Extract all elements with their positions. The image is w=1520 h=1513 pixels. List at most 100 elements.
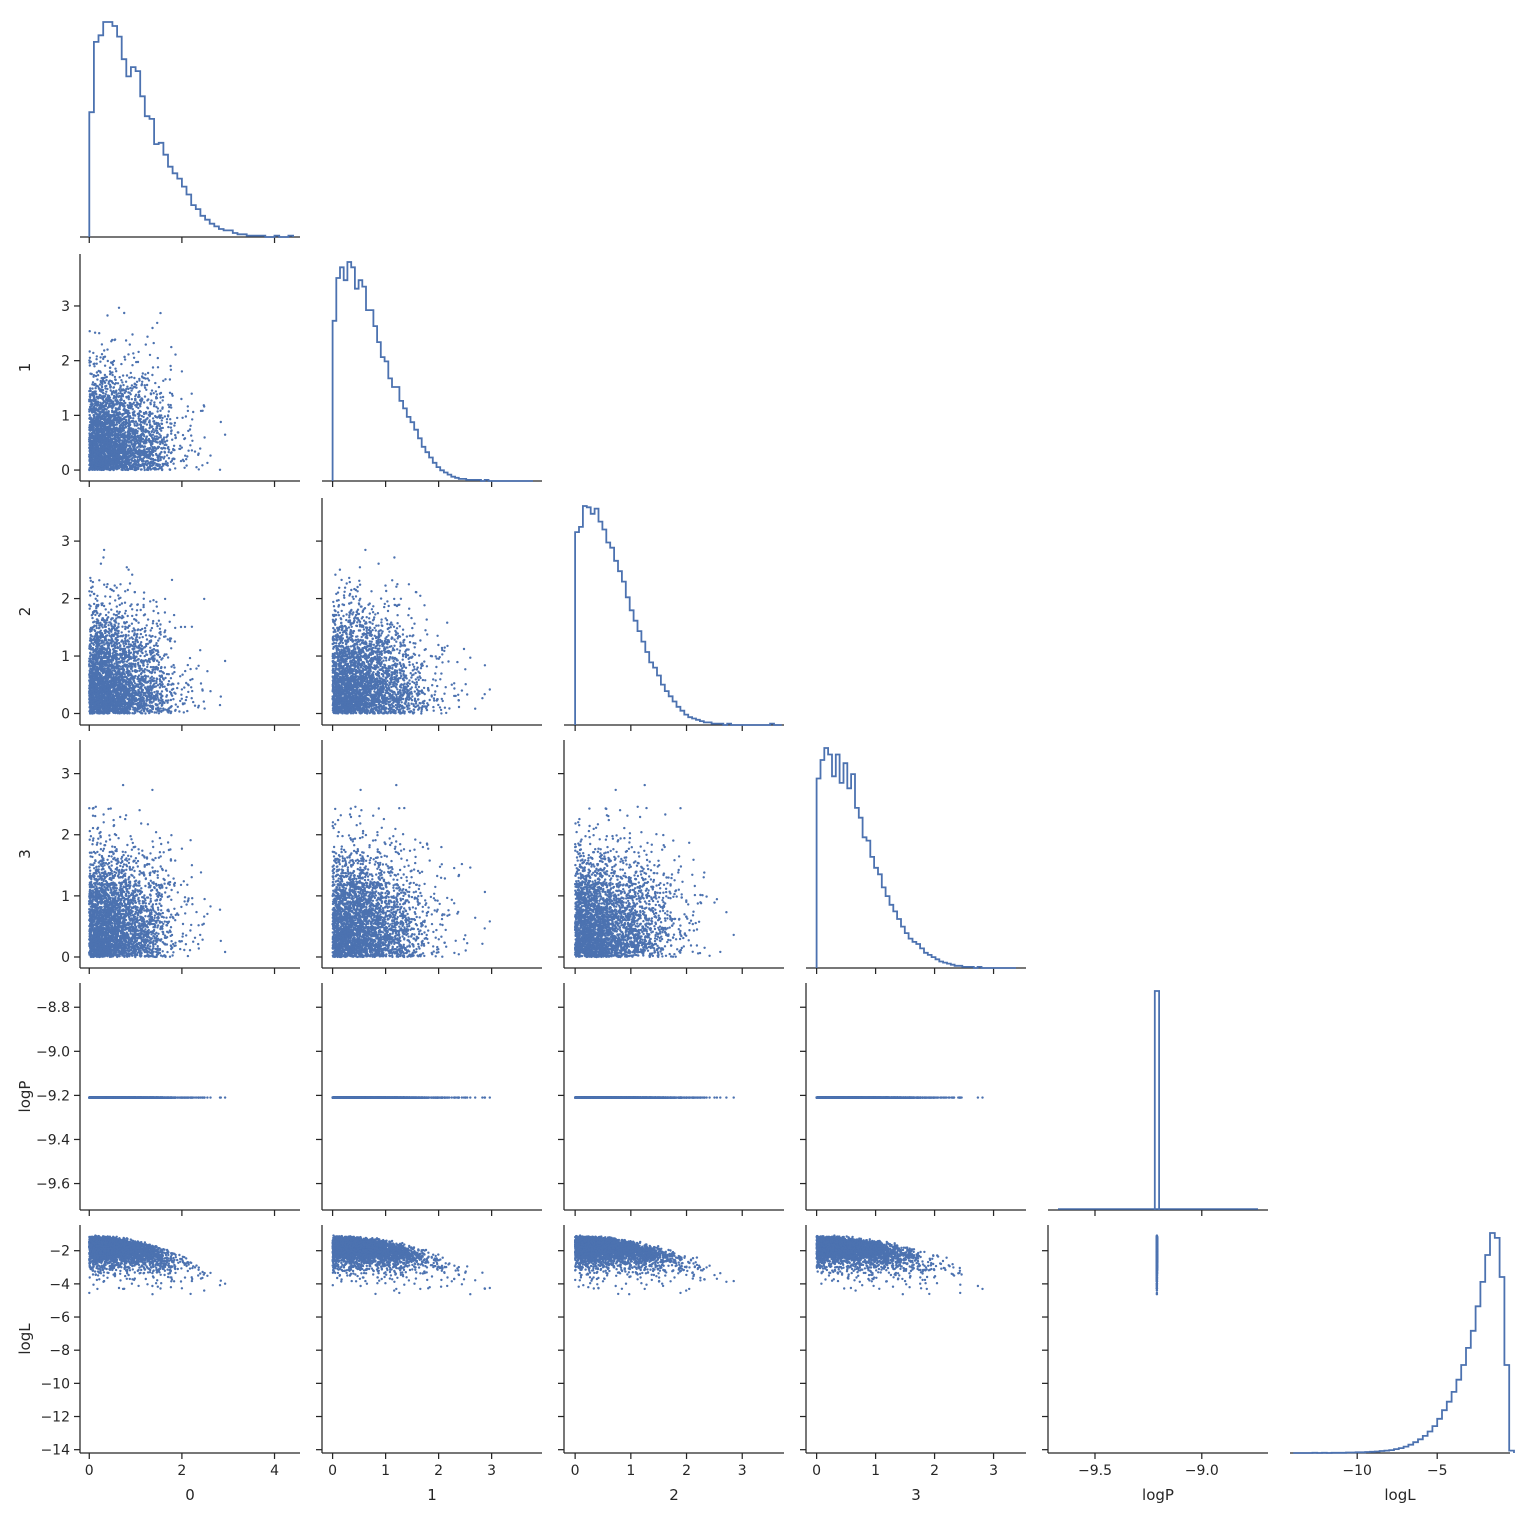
scatter-point	[144, 373, 146, 375]
scatter-point	[162, 399, 164, 401]
scatter-point	[96, 396, 98, 398]
scatter-point	[122, 418, 124, 420]
scatter-point	[158, 664, 160, 666]
scatter-point	[173, 445, 175, 447]
scatter-point	[167, 447, 169, 449]
scatter-point	[134, 383, 136, 385]
scatter-point	[131, 364, 133, 366]
histogram-1	[333, 262, 533, 481]
scatter-point	[113, 395, 115, 397]
scatter-point	[128, 398, 130, 400]
scatter-point	[143, 422, 145, 424]
scatter-point	[95, 459, 97, 461]
scatter-point	[115, 412, 117, 414]
scatter-point	[122, 374, 124, 376]
scatter-point	[107, 446, 109, 448]
scatter-point	[131, 333, 133, 335]
scatter-point	[131, 398, 133, 400]
scatter-point	[96, 600, 98, 602]
scatter-point	[133, 446, 135, 448]
scatter-point	[119, 455, 121, 457]
scatter-point	[159, 417, 161, 419]
scatter-point	[104, 365, 106, 367]
scatter-point	[107, 427, 109, 429]
scatter-point	[111, 374, 113, 376]
scatter-point	[173, 458, 175, 460]
scatter-points	[88, 307, 226, 472]
scatter-point	[137, 427, 139, 429]
scatter-point	[90, 433, 92, 435]
scatter-point	[115, 379, 117, 381]
scatter-point	[156, 435, 158, 437]
scatter-point	[110, 361, 112, 363]
scatter-point	[134, 456, 136, 458]
scatter-point	[110, 446, 112, 448]
scatter-point	[124, 469, 126, 471]
scatter-point	[88, 439, 90, 441]
scatter-point	[94, 387, 96, 389]
scatter-point	[166, 418, 168, 420]
scatter-point	[168, 410, 170, 412]
scatter-point	[179, 445, 181, 447]
scatter-point	[164, 378, 166, 380]
scatter-point	[96, 422, 98, 424]
scatter-point	[88, 361, 90, 363]
scatter-point	[107, 468, 109, 470]
scatter-point	[194, 450, 196, 452]
scatter-point	[103, 396, 105, 398]
scatter-point	[144, 469, 146, 471]
scatter-point	[156, 464, 158, 466]
scatter-point	[99, 356, 101, 358]
scatter-point	[165, 460, 167, 462]
scatter-point	[104, 382, 106, 384]
scatter-point	[110, 389, 112, 391]
scatter-point	[191, 449, 193, 451]
scatter-point	[150, 442, 152, 444]
scatter-point	[95, 425, 97, 427]
scatter-point	[91, 383, 93, 385]
scatter-point	[166, 454, 168, 456]
scatter-point	[89, 390, 91, 392]
scatter-point	[125, 381, 127, 383]
scatter-point	[117, 392, 119, 394]
scatter-point	[159, 452, 161, 454]
scatter-point	[133, 439, 135, 441]
scatter-point	[144, 395, 146, 397]
scatter-point	[113, 467, 115, 469]
scatter-point	[152, 366, 154, 368]
scatter-point	[157, 357, 159, 359]
scatter-point	[125, 420, 127, 422]
scatter-point	[110, 432, 112, 434]
scatter-point	[108, 406, 110, 408]
scatter-point	[125, 442, 127, 444]
scatter-point	[131, 384, 133, 386]
scatter-point	[141, 415, 143, 417]
scatter-point	[146, 624, 148, 626]
scatter-point	[110, 423, 112, 425]
scatter-point	[127, 431, 129, 433]
scatter-point	[116, 444, 118, 446]
scatter-point	[89, 396, 91, 398]
scatter-point	[119, 399, 121, 401]
scatter-point	[125, 426, 127, 428]
scatter-point	[160, 435, 162, 437]
scatter-point	[94, 420, 96, 422]
scatter-point	[169, 418, 171, 420]
scatter-point	[136, 381, 138, 383]
scatter-point	[130, 448, 132, 450]
scatter-point	[122, 426, 124, 428]
scatter-point	[150, 393, 152, 395]
scatter-point	[98, 437, 100, 439]
scatter-point	[139, 410, 141, 412]
scatter-point	[127, 438, 129, 440]
scatter-point	[123, 466, 125, 468]
scatter-point	[131, 460, 133, 462]
scatter-point	[130, 468, 132, 470]
scatter-point	[191, 393, 193, 395]
scatter-point	[93, 414, 95, 416]
scatter-point	[123, 448, 125, 450]
scatter-point	[160, 423, 162, 425]
scatter-point	[120, 443, 122, 445]
scatter-point	[125, 339, 127, 341]
scatter-point	[114, 376, 116, 378]
